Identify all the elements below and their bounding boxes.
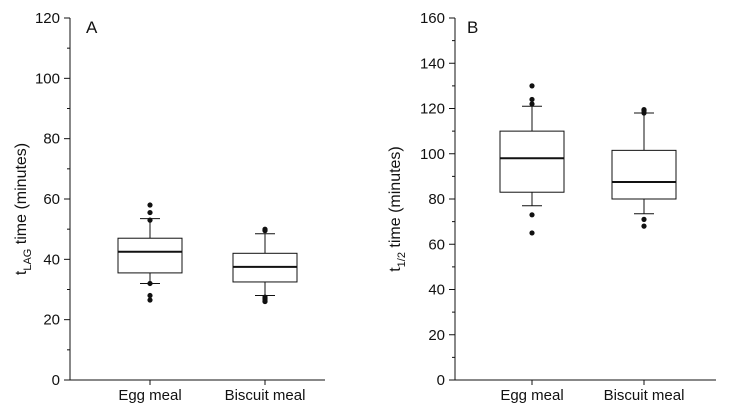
y-tick-label: 140	[420, 55, 445, 72]
y-axis-label-rest: time (minutes)	[387, 146, 404, 252]
outlier-point	[641, 107, 647, 113]
x-tick-label: Egg meal	[118, 387, 181, 404]
y-axis-label-base: t	[13, 270, 30, 275]
y-tick-label: 160	[420, 10, 445, 27]
y-tick-label: 100	[420, 146, 445, 163]
panel-label: A	[86, 18, 98, 37]
box-biscuit-meal: Biscuit meal	[225, 226, 306, 404]
y-axis-label: tLAG time (minutes)	[13, 143, 34, 275]
outlier-point	[147, 217, 153, 223]
y-tick-label: 20	[428, 327, 445, 344]
outlier-point	[529, 212, 535, 218]
outlier-point	[641, 223, 647, 229]
y-axis-label-subscript: LAG	[22, 249, 34, 271]
y-tick-label: 80	[428, 191, 445, 208]
outlier-point	[262, 226, 268, 232]
y-tick-label: 20	[43, 312, 60, 329]
box-egg-meal: Egg meal	[117, 202, 183, 404]
y-axis-label: t1/2 time (minutes)	[387, 146, 408, 272]
iqr-box	[499, 130, 565, 193]
outlier-point	[147, 292, 153, 299]
outlier-point	[529, 230, 535, 236]
y-tick-label: 40	[43, 251, 60, 268]
y-tick-label: 100	[35, 70, 60, 87]
x-tick-label: Egg meal	[500, 387, 563, 404]
panel-b: 0 20 40 60 80 100 120 140 160 Bt1/2 time (minutes…	[387, 10, 716, 404]
y-tick-label: 0	[52, 372, 60, 389]
y-tick-label: 120	[420, 101, 445, 118]
y-axis-label-base: t	[387, 267, 404, 272]
y-axis-label-subscript: 1/2	[396, 252, 408, 267]
box-egg-meal: Egg meal	[499, 83, 565, 404]
panel-label: B	[467, 18, 478, 37]
y-tick-label: 40	[428, 282, 445, 299]
y-axis-label-rest: time (minutes)	[13, 143, 30, 249]
outlier-point	[641, 216, 647, 222]
x-tick-label: Biscuit meal	[225, 387, 306, 404]
outlier-point	[529, 83, 535, 89]
iqr-box	[611, 149, 677, 200]
outlier-point	[529, 96, 535, 103]
outlier-point	[147, 297, 153, 303]
y-tick-label: 60	[428, 236, 445, 253]
outlier-point	[529, 101, 535, 107]
outlier-point	[147, 280, 153, 287]
y-tick-label: 120	[35, 10, 60, 27]
y-tick-label: 60	[43, 191, 60, 208]
x-tick-label: Biscuit meal	[604, 387, 685, 404]
outlier-point	[262, 294, 268, 300]
outlier-point	[147, 202, 153, 208]
iqr-box	[117, 237, 183, 274]
outlier-point	[147, 209, 153, 216]
y-tick-label: 0	[437, 372, 445, 389]
y-tick-label: 80	[43, 131, 60, 148]
box-biscuit-meal: Biscuit meal	[604, 107, 685, 404]
